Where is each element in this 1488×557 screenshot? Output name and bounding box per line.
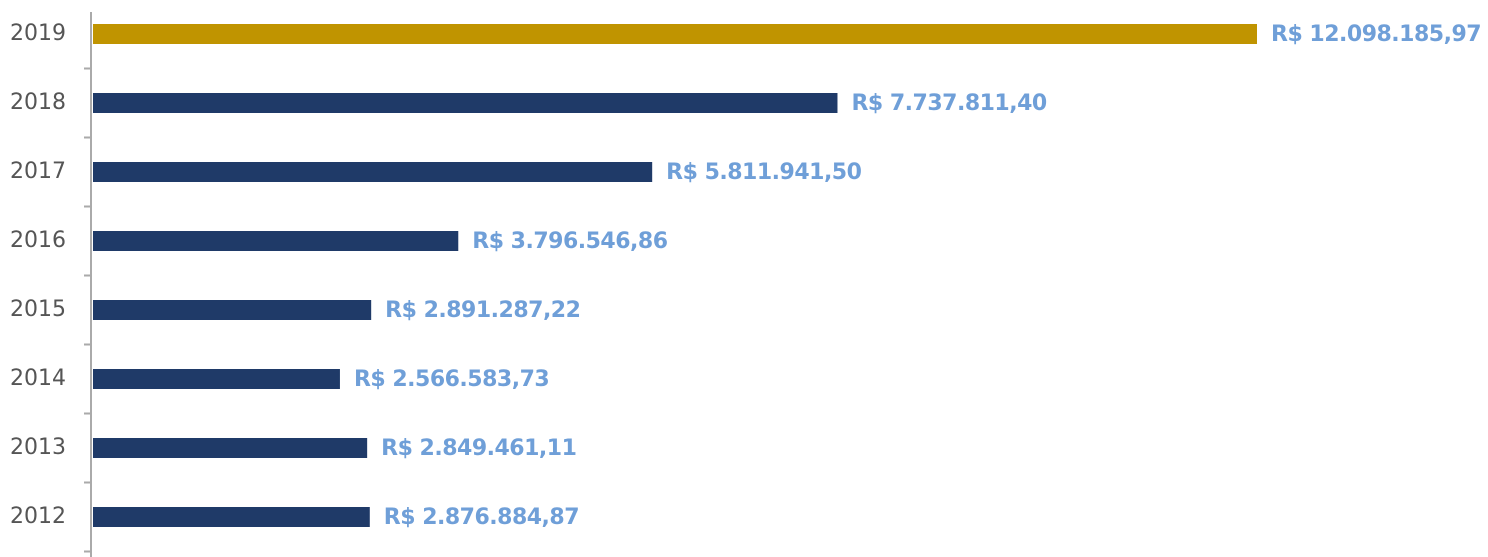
value-label: R$ 2.849.461,11 bbox=[381, 436, 576, 461]
bar bbox=[93, 93, 838, 113]
bar bbox=[93, 231, 459, 251]
y-tick-label: 2014 bbox=[10, 366, 66, 391]
value-label: R$ 12.098.185,97 bbox=[1271, 22, 1481, 47]
value-label: R$ 3.796.546,86 bbox=[472, 229, 667, 254]
bar bbox=[93, 300, 372, 320]
y-tick-label: 2013 bbox=[10, 435, 66, 460]
y-tick-label: 2017 bbox=[10, 159, 66, 184]
y-tick-label: 2015 bbox=[10, 297, 66, 322]
value-label: R$ 2.566.583,73 bbox=[354, 367, 549, 392]
y-tick-label: 2016 bbox=[10, 228, 66, 253]
y-tick-label: 2019 bbox=[10, 21, 66, 46]
bar bbox=[93, 24, 1257, 44]
bar bbox=[93, 507, 370, 527]
bar bbox=[93, 369, 340, 389]
value-label: R$ 5.811.941,50 bbox=[666, 160, 861, 185]
bar bbox=[93, 162, 653, 182]
y-tick-label: 2012 bbox=[10, 504, 66, 529]
y-tick-label: 2018 bbox=[10, 90, 66, 115]
value-label: R$ 2.876.884,87 bbox=[384, 505, 579, 530]
value-label: R$ 7.737.811,40 bbox=[851, 91, 1046, 116]
bar bbox=[93, 438, 368, 458]
value-label: R$ 2.891.287,22 bbox=[385, 298, 580, 323]
